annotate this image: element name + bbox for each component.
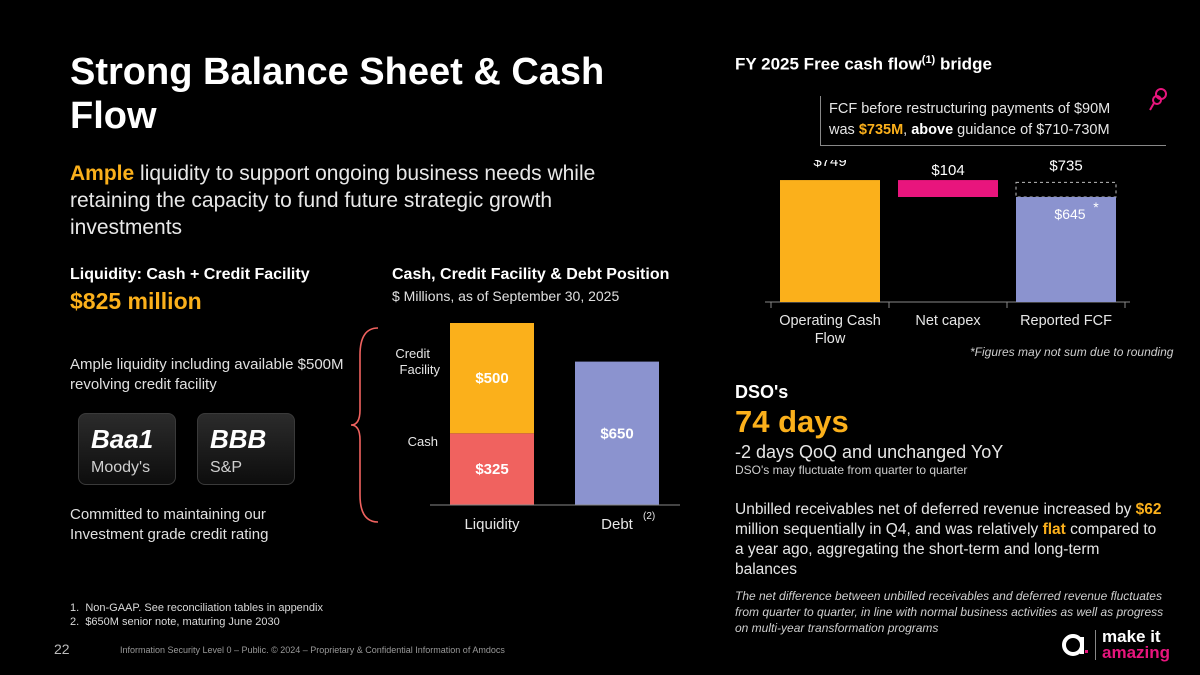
category-label: Operating Cash (779, 313, 881, 329)
page-title: Strong Balance Sheet & Cash Flow (70, 51, 605, 137)
bar-reported-fcf (1016, 197, 1116, 302)
unbilled-text: compared to a year ago, aggregating the … (735, 521, 1157, 578)
category-label: Debt (601, 516, 634, 533)
series-label-credit-facility: Credit (395, 346, 430, 361)
dso-caveat: DSO's may fluctuate from quarter to quar… (735, 463, 968, 477)
callout-line: FCF before restructuring payments of $90… (829, 101, 1111, 117)
bar-credit-facility (450, 323, 534, 434)
data-label: $749 (813, 160, 846, 170)
callout-above: above (911, 122, 954, 138)
rating-grade: Baa1 (91, 424, 154, 454)
footnote-marker: 2. (70, 616, 80, 628)
dso-change: -2 days QoQ and unchanged YoY (735, 442, 1004, 462)
category-label: Flow (815, 331, 846, 347)
footnote: 1. Non-GAAP. See reconciliation tables i… (70, 601, 323, 615)
logo-text-line1: make it (1102, 627, 1161, 646)
unbilled-flat: flat (1042, 521, 1066, 538)
fcf-chart: $749 $104 $735 $645 * Operating Cash Flow Net c… (765, 160, 1130, 347)
bar-operating-cash-flow (780, 180, 880, 302)
bar-debt (575, 361, 659, 505)
page-number: 22 (54, 641, 70, 657)
footnotes: 1. Non-GAAP. See reconciliation tables i… (70, 601, 323, 629)
fcf-title-text: FY 2025 Free cash flow (735, 54, 922, 74)
category-footnote-marker: (2) (643, 511, 655, 522)
rating-badge-moodys: Baa1 Moody's (78, 413, 176, 485)
lead-paragraph: Ample liquidity to support ongoing busin… (70, 160, 650, 241)
debt-chart-title: Cash, Credit Facility & Debt Position (392, 266, 670, 283)
logo-text-line2: amazing (1102, 643, 1171, 662)
data-label: $500 (475, 370, 508, 387)
data-label: $104 (931, 162, 964, 179)
series-label-cash: Cash (408, 434, 438, 449)
fcf-title-suffix: bridge (935, 54, 992, 74)
brace-icon (350, 327, 379, 523)
callout-line: was $735M, above guidance of $710-730M (829, 120, 1166, 141)
liquidity-heading: Liquidity: Cash + Credit Facility (70, 266, 310, 283)
logo-divider (1095, 630, 1096, 660)
net-difference-note: The net difference between unbilled rece… (735, 589, 1164, 635)
callout-value: $735M (858, 122, 904, 138)
fcf-title-sup: (1) (921, 54, 936, 66)
fcf-title: FY 2025 Free cash flow(1) bridge (735, 54, 992, 75)
category-label: Reported FCF (1020, 313, 1112, 329)
commitment-text: Committed to maintaining our Investment … (70, 506, 269, 543)
rating-agency: S&P (210, 459, 243, 476)
category-label: Net capex (915, 313, 981, 329)
liquidity-amount: $825 million (70, 288, 202, 314)
callout-text: was (829, 122, 859, 138)
footnote: 2. $650M senior note, maturing June 2030 (70, 615, 323, 629)
unbilled-value: $62 (1135, 501, 1162, 518)
data-label: $325 (475, 461, 508, 478)
rating-badge-sp: BBB S&P (197, 413, 295, 485)
lead-highlight: Ample (70, 162, 135, 185)
rating-grade: BBB (210, 424, 267, 454)
rating-agency: Moody's (91, 459, 151, 476)
callout-text: guidance of $710-730M (953, 122, 1110, 138)
rounding-note: *Figures may not sum due to rounding (970, 345, 1174, 359)
footnote-text: $650M senior note, maturing June 2030 (85, 616, 280, 628)
callout-text: , (903, 122, 912, 138)
debt-chart-subtitle: $ Millions, as of September 30, 2025 (392, 288, 620, 304)
bar-reported-fcf-outline (1015, 181, 1117, 198)
unbilled-text: million sequentially in Q4, and was rela… (735, 521, 1043, 538)
footnote-text: Non-GAAP. See reconciliation tables in a… (85, 602, 323, 614)
inner-data-label: $645 (1054, 206, 1085, 222)
category-label: Liquidity (464, 516, 520, 533)
lead-text: liquidity to support ongoing business ne… (70, 162, 596, 239)
series-label-credit-facility: Facility (400, 362, 441, 377)
bar-cash (450, 433, 534, 505)
dso-heading: DSO's (735, 382, 789, 402)
footer-legal: Information Security Level 0 – Public. ©… (120, 645, 505, 655)
bar-net-capex (898, 180, 998, 197)
pushpin-icon (1149, 88, 1167, 111)
data-label: $650 (600, 425, 633, 442)
data-label: $735 (1049, 160, 1082, 174)
liquidity-description: Ample liquidity including available $500… (70, 356, 344, 393)
footnote-marker: 1. (70, 602, 80, 614)
rounding-asterisk: * (1093, 199, 1099, 215)
unbilled-text: Unbilled receivables net of deferred rev… (735, 501, 1136, 518)
debt-chart: Credit Facility Cash $325 $500 Liquidity $6… (395, 323, 680, 533)
unbilled-paragraph: Unbilled receivables net of deferred rev… (735, 500, 1165, 580)
dso-value: 74 days (735, 404, 849, 439)
fcf-callout: FCF before restructuring payments of $90… (820, 96, 1166, 146)
amdocs-a-icon (1062, 634, 1088, 656)
